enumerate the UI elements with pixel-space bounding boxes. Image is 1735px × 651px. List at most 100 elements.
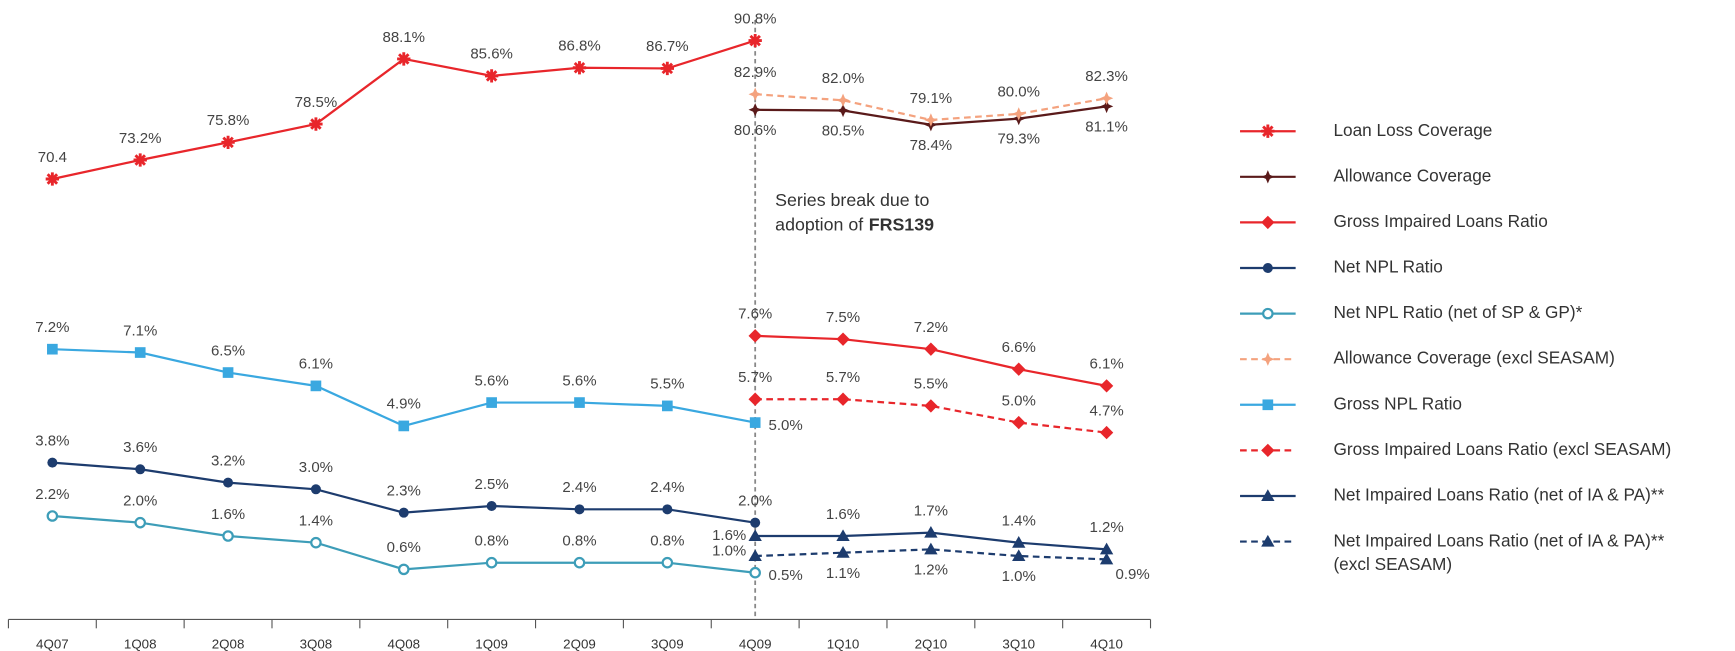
value-label: 6.1%: [1089, 356, 1123, 373]
legend-marker: [1262, 263, 1273, 274]
legend-label: Loan Loss Coverage: [1333, 120, 1492, 140]
data-point: [1012, 549, 1026, 562]
value-label: 1.0%: [712, 543, 746, 560]
x-tick-label: 3Q08: [300, 637, 333, 651]
value-label: 86.8%: [558, 38, 601, 55]
value-label: 2.0%: [123, 493, 157, 510]
value-label: 2.3%: [387, 482, 421, 499]
data-point: [748, 87, 762, 101]
value-label: 82.9%: [734, 64, 777, 81]
value-label: 80.6%: [734, 122, 777, 139]
data-point: [1099, 99, 1114, 114]
value-label: 79.1%: [910, 90, 953, 107]
value-label: 0.8%: [475, 533, 509, 550]
data-point: [748, 392, 762, 406]
data-point: [1012, 536, 1026, 548]
x-tick-label: 1Q09: [475, 637, 508, 651]
data-point: [748, 33, 762, 48]
data-point: [662, 504, 673, 515]
value-label: 5.7%: [826, 369, 860, 386]
data-point: [484, 69, 499, 83]
data-point: [924, 399, 938, 413]
legend-label: Gross Impaired Loans Ratio (excl SEASAM): [1333, 439, 1671, 459]
value-label: 0.9%: [1115, 566, 1149, 583]
data-point: [924, 113, 938, 127]
data-point: [749, 417, 761, 428]
legend-marker: [1262, 399, 1274, 411]
data-point: [1099, 425, 1114, 440]
legend-marker: [1261, 215, 1275, 230]
value-label: 75.8%: [207, 112, 250, 129]
x-tick-label: 4Q08: [387, 637, 420, 651]
data-point: [310, 484, 321, 495]
value-label: 3.2%: [211, 452, 245, 469]
x-tick-label: 2Q09: [563, 637, 596, 651]
data-point: [748, 329, 762, 343]
data-point: [135, 464, 146, 475]
x-tick-label: 2Q10: [915, 637, 948, 651]
legend-marker: [1261, 352, 1275, 366]
value-label: 1.6%: [211, 506, 245, 523]
value-label: 6.1%: [299, 356, 333, 373]
data-point: [1012, 415, 1026, 430]
value-label: 1.6%: [826, 506, 860, 523]
value-label: 81.1%: [1085, 119, 1128, 136]
value-label: 70.4: [38, 149, 67, 166]
series-line: [755, 398, 1107, 434]
value-label: 0.8%: [650, 533, 684, 550]
value-label: 1.1%: [826, 565, 860, 582]
data-point: [924, 526, 938, 538]
data-point: [1099, 542, 1114, 555]
data-point: [836, 546, 850, 558]
value-label: 2.4%: [650, 479, 684, 496]
data-point: [397, 563, 410, 576]
data-point: [660, 61, 675, 76]
legend-label: Net NPL Ratio (net of SP & GP)*: [1333, 302, 1582, 322]
value-label: 7.1%: [123, 322, 157, 339]
legend-marker: [1261, 489, 1275, 501]
data-point: [310, 380, 322, 392]
legend-label: Net NPL Ratio: [1333, 257, 1442, 277]
value-label: 0.8%: [562, 533, 596, 550]
data-point: [924, 342, 938, 356]
series-line: [755, 548, 1107, 561]
value-label: 7.5%: [826, 309, 860, 326]
data-point: [1012, 362, 1026, 376]
data-point: [309, 117, 323, 131]
legend-label: Gross NPL Ratio: [1333, 393, 1462, 413]
value-label: 1.6%: [712, 527, 746, 544]
data-point: [748, 549, 762, 562]
legend-marker: [1261, 534, 1275, 547]
data-point: [836, 529, 850, 542]
value-label: 73.2%: [119, 130, 162, 147]
data-point: [750, 517, 761, 528]
data-point: [222, 367, 234, 378]
value-label: 3.6%: [123, 439, 157, 456]
data-point: [486, 500, 497, 511]
x-tick-label: 4Q09: [739, 637, 772, 651]
value-label: 3.0%: [299, 459, 333, 476]
legend-label: Allowance Coverage (excl SEASAM): [1333, 348, 1614, 368]
value-label: 1.4%: [1002, 513, 1036, 530]
value-label: 6.5%: [211, 342, 245, 359]
value-label: 1.4%: [299, 513, 333, 530]
data-point: [748, 103, 762, 117]
value-label: 0.5%: [769, 567, 803, 584]
value-label: 2.5%: [475, 476, 509, 493]
value-label: 79.3%: [997, 131, 1040, 148]
data-point: [223, 477, 234, 488]
value-label: 0.6%: [387, 539, 421, 556]
legend-marker: [1262, 307, 1274, 320]
x-tick-label: 2Q08: [212, 637, 245, 651]
data-point: [398, 420, 410, 432]
value-label: 7.2%: [914, 319, 948, 336]
value-label: 80.0%: [997, 84, 1040, 101]
value-label: 2.2%: [35, 486, 69, 503]
data-point: [1099, 91, 1114, 105]
data-point: [574, 397, 585, 408]
data-point: [748, 529, 762, 542]
data-point: [1099, 552, 1114, 565]
value-label: 90.8%: [734, 10, 777, 27]
